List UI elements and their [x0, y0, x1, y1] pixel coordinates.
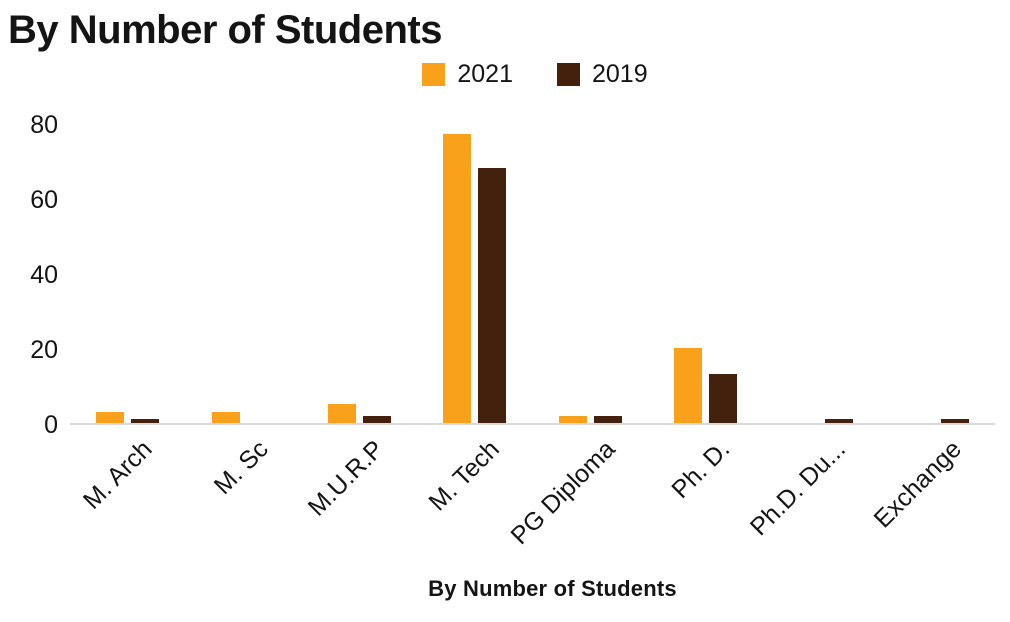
x-tick-label: M. Sc [208, 435, 274, 500]
bar-group: PG Diploma [505, 125, 649, 550]
bar-group: Ph.D. Du... [745, 125, 880, 541]
bar-2021 [674, 348, 703, 423]
legend-label-2021: 2021 [457, 60, 513, 88]
y-tick-label: 20 [30, 336, 58, 364]
bar-2021 [211, 411, 240, 423]
y-axis: 0 20 40 60 80 [15, 112, 70, 438]
bar-2019 [593, 415, 622, 423]
bar-group: M.U.R.P [301, 125, 417, 522]
chart-title: By Number of Students [8, 8, 442, 52]
bar-group: Ph. D. [648, 125, 764, 504]
legend: 2021 2019 [30, 60, 1010, 89]
bar-2019 [825, 419, 854, 423]
bar-2019 [362, 415, 391, 423]
bar-2021 [96, 411, 125, 423]
y-tick-label: 0 [44, 411, 58, 439]
y-tick-label: 60 [30, 186, 58, 214]
x-tick-label: M. Tech [423, 435, 505, 517]
plot-area: M. Arch M. Sc M.U.R.P M. Tech PG Diploma Ph. … [70, 125, 995, 550]
bar-2019 [478, 168, 507, 423]
legend-swatch-2019-icon [557, 63, 580, 86]
x-axis-title: By Number of Students [428, 576, 677, 601]
x-tick-label: PG Diploma [505, 435, 621, 551]
y-tick-label: 80 [30, 111, 58, 139]
legend-label-2019: 2019 [592, 60, 648, 88]
x-tick-label: M. Arch [77, 435, 158, 515]
bar-2019 [131, 419, 160, 423]
bar-group: Exchange [869, 125, 995, 533]
bar-2019 [940, 419, 969, 423]
x-tick-label: Ph. D. [666, 435, 736, 504]
bar-2021 [327, 404, 356, 423]
y-tick-label: 40 [30, 261, 58, 289]
bar-group: M. Arch [70, 125, 186, 515]
legend-item-2021[interactable]: 2021 [422, 60, 513, 89]
bar-group: M. Tech [417, 125, 533, 516]
legend-item-2019[interactable]: 2019 [557, 60, 648, 89]
bar-2021 [443, 134, 472, 423]
x-tick-label: Exchange [868, 435, 967, 534]
x-tick-label: M.U.R.P [302, 435, 389, 522]
legend-swatch-2021-icon [422, 63, 446, 86]
x-tick-label: Ph.D. Du... [745, 435, 852, 542]
bar-chart: 0 20 40 60 80 M. Arch M. Sc M.U.R.P M. Tech PG D… [15, 112, 995, 550]
bar-2019 [709, 374, 738, 423]
bar-group: M. Sc [186, 125, 302, 500]
bar-2021 [558, 415, 587, 423]
